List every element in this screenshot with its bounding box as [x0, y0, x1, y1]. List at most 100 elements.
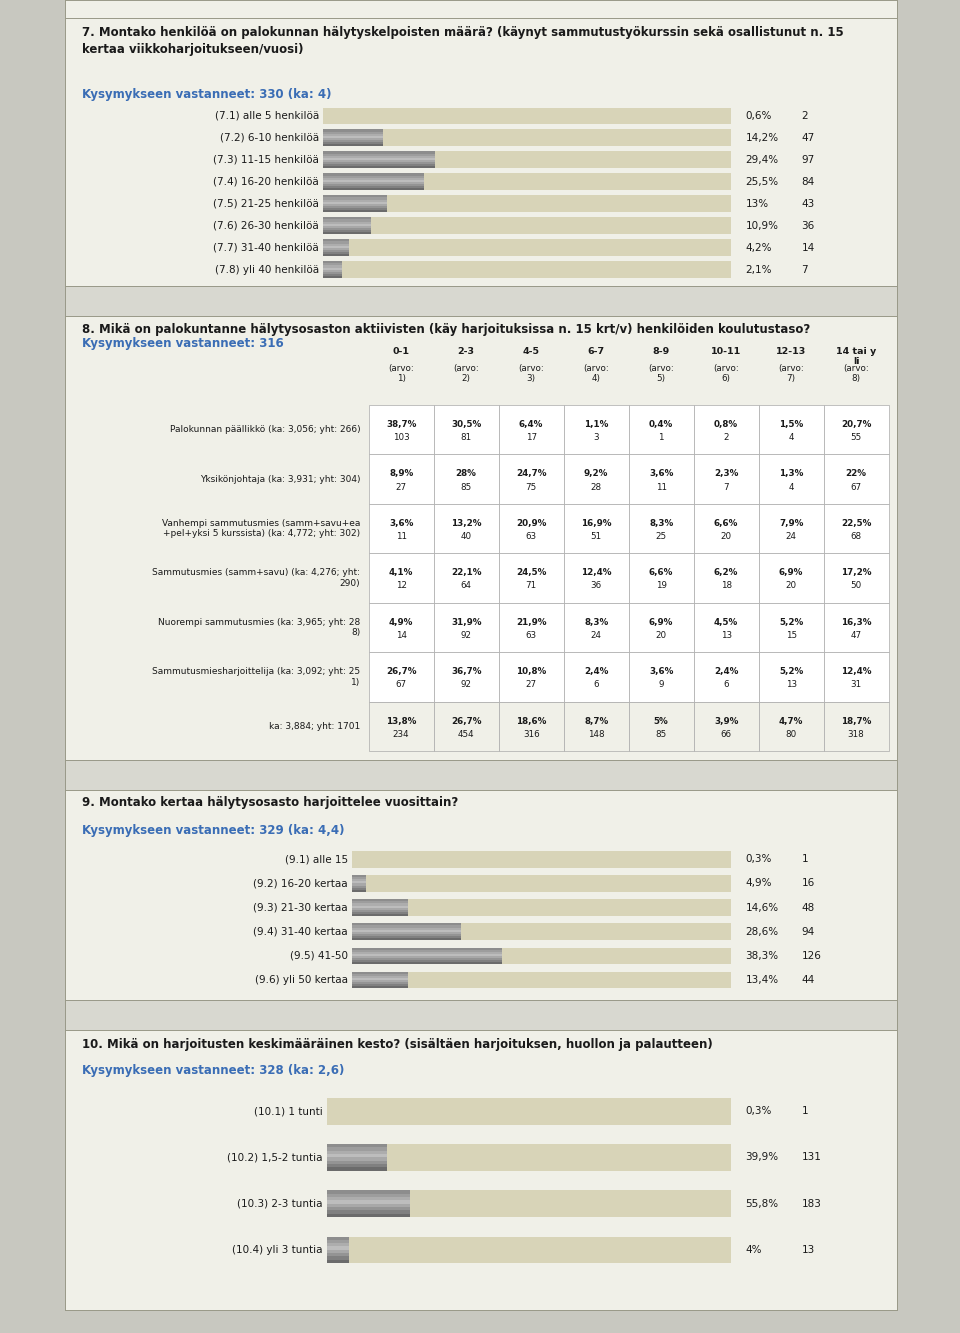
Bar: [323, 221, 371, 224]
Bar: [323, 164, 435, 167]
Bar: [323, 200, 387, 201]
Bar: [323, 276, 343, 279]
Bar: [352, 934, 461, 936]
Bar: [352, 874, 367, 877]
Text: 30,5%: 30,5%: [451, 420, 481, 429]
Bar: [824, 455, 889, 504]
Bar: [564, 553, 629, 603]
Text: (9.1) alle 15: (9.1) alle 15: [285, 854, 348, 864]
Bar: [352, 928, 461, 929]
Bar: [352, 972, 731, 989]
Bar: [352, 978, 408, 980]
Text: 0,6%: 0,6%: [746, 111, 772, 121]
Text: 8,7%: 8,7%: [584, 717, 609, 725]
Text: 22,1%: 22,1%: [451, 568, 481, 577]
Bar: [323, 211, 387, 212]
Text: 6: 6: [724, 680, 729, 689]
Bar: [323, 249, 349, 252]
Bar: [323, 137, 383, 140]
Text: (9.4) 31-40 kertaa: (9.4) 31-40 kertaa: [253, 926, 348, 937]
Bar: [352, 884, 367, 885]
Bar: [323, 181, 424, 184]
Text: (arvo:
4): (arvo: 4): [584, 364, 609, 384]
Text: 6-7: 6-7: [588, 347, 605, 356]
Bar: [758, 701, 824, 750]
Text: 66: 66: [721, 730, 732, 738]
Text: (arvo:
2): (arvo: 2): [453, 364, 479, 384]
Bar: [323, 201, 387, 204]
Text: 10,8%: 10,8%: [516, 666, 546, 676]
Bar: [629, 405, 694, 455]
Text: 16,3%: 16,3%: [841, 617, 872, 627]
Bar: [327, 1237, 349, 1240]
Text: 4%: 4%: [746, 1245, 762, 1254]
Bar: [352, 948, 501, 949]
Text: 1: 1: [802, 1106, 808, 1116]
Text: 27: 27: [526, 680, 537, 689]
Bar: [327, 1157, 387, 1161]
Bar: [323, 152, 435, 153]
Bar: [323, 133, 383, 136]
Bar: [352, 914, 408, 916]
Text: 9: 9: [659, 680, 664, 689]
Text: 26,7%: 26,7%: [386, 666, 417, 676]
Text: 6: 6: [593, 680, 599, 689]
Text: (7.4) 16-20 henkilöä: (7.4) 16-20 henkilöä: [213, 177, 319, 187]
Text: 68: 68: [851, 532, 862, 541]
Text: 14: 14: [802, 243, 815, 253]
Bar: [824, 701, 889, 750]
Text: 20,9%: 20,9%: [516, 519, 546, 528]
Bar: [327, 1253, 349, 1257]
Bar: [323, 204, 387, 205]
Text: 0,8%: 0,8%: [714, 420, 738, 429]
Text: 20: 20: [656, 631, 667, 640]
Text: 48: 48: [802, 902, 815, 913]
Text: 67: 67: [851, 483, 862, 492]
Bar: [323, 129, 731, 147]
Text: 26,7%: 26,7%: [451, 717, 481, 725]
Text: (arvo:
7): (arvo: 7): [779, 364, 804, 384]
Bar: [327, 1244, 349, 1246]
Bar: [323, 152, 731, 168]
Bar: [434, 603, 498, 652]
Bar: [369, 504, 434, 553]
Text: 1: 1: [802, 854, 808, 864]
Bar: [498, 701, 564, 750]
Bar: [327, 1210, 410, 1213]
Text: Kysymykseen vastanneet: 328 (ka: 2,6): Kysymykseen vastanneet: 328 (ka: 2,6): [82, 1064, 344, 1077]
Bar: [352, 909, 408, 912]
Text: 0-1: 0-1: [393, 347, 410, 356]
Text: 3,6%: 3,6%: [389, 519, 414, 528]
Text: 0,4%: 0,4%: [649, 420, 673, 429]
Bar: [694, 701, 758, 750]
Bar: [824, 603, 889, 652]
Text: 10. Mikä on harjoitusten keskimääräinen kesto? (sisältäen harjoituksen, huollon : 10. Mikä on harjoitusten keskimääräinen …: [82, 1038, 712, 1052]
Text: (arvo:
6): (arvo: 6): [713, 364, 739, 384]
Bar: [323, 241, 349, 244]
Bar: [327, 1237, 731, 1264]
Bar: [323, 265, 343, 268]
Text: Sammutusmiesharjoittelija (ka: 3,092; yht: 25
1): Sammutusmiesharjoittelija (ka: 3,092; yh…: [153, 668, 360, 686]
Bar: [758, 504, 824, 553]
Text: 55: 55: [851, 433, 862, 443]
Bar: [564, 603, 629, 652]
Bar: [323, 229, 371, 232]
Bar: [323, 240, 731, 256]
Bar: [352, 936, 461, 938]
Text: 3,6%: 3,6%: [649, 666, 673, 676]
Bar: [498, 652, 564, 701]
Bar: [434, 504, 498, 553]
Bar: [352, 958, 501, 960]
Text: 16,9%: 16,9%: [581, 519, 612, 528]
Bar: [327, 1154, 387, 1157]
Bar: [323, 167, 435, 168]
Bar: [323, 217, 371, 220]
Bar: [327, 1200, 410, 1204]
Bar: [369, 603, 434, 652]
Bar: [327, 1240, 349, 1244]
Bar: [323, 240, 349, 241]
Bar: [758, 652, 824, 701]
Bar: [564, 405, 629, 455]
Text: (arvo:
5): (arvo: 5): [648, 364, 674, 384]
Text: 92: 92: [461, 680, 471, 689]
